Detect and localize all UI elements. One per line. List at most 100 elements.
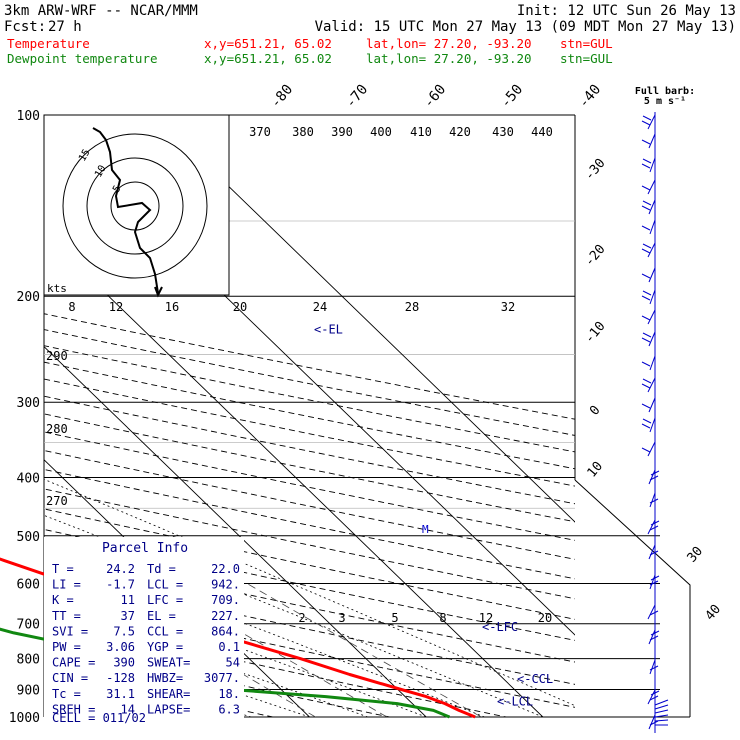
parcel-value-right-7: 3077. xyxy=(204,671,240,685)
isotherm-label-right-3: 0 xyxy=(587,403,604,419)
legend-temperature-latlon: lat,lon= 27.20, -93.20 xyxy=(366,36,532,51)
parcel-info-title: Parcel Info xyxy=(102,541,188,556)
legend-temperature-xy: x,y=651.21, 65.02 xyxy=(204,36,332,51)
wind-barb-17 xyxy=(649,492,659,508)
isotherm-50 xyxy=(154,115,575,523)
header: 3km ARW-WRF -- NCAR/MMM Init: 12 UTC Sun… xyxy=(4,3,736,35)
parcel-label-right-0: Td = xyxy=(147,562,176,576)
parcel-row-7: CIN = -128 HWBZ= 3077. xyxy=(52,671,240,685)
wind-barb-surface-4 xyxy=(654,719,669,722)
parcel-label-left-1: LI = xyxy=(52,578,81,592)
parcel-value-left-0: 24.2 xyxy=(106,562,135,576)
wind-barb-21 xyxy=(647,604,659,620)
parcel-label-left-8: Tc = xyxy=(52,687,81,701)
parcel-value-left-2: 11 xyxy=(121,593,135,607)
wind-barb-flag2-20 xyxy=(650,575,660,581)
model-title: 3km ARW-WRF -- NCAR/MMM xyxy=(4,3,198,19)
wind-barb-shaft-6 xyxy=(647,242,656,258)
wind-barb-flag2-0 xyxy=(642,115,652,121)
wind-barb-2 xyxy=(641,157,656,173)
wind-barb-flag-21 xyxy=(649,610,659,616)
wind-barb-shaft-21 xyxy=(647,604,656,620)
wind-barb-shaft-24 xyxy=(647,689,656,705)
parcel-label-left-7: CIN = xyxy=(52,671,88,685)
wind-barb-flag-19 xyxy=(649,550,659,556)
parcel-value-right-1: 942. xyxy=(211,578,240,592)
legend-dewpoint-stn: stn=GUL xyxy=(560,51,613,66)
parcel-value-left-5: 3.06 xyxy=(106,640,135,654)
mixing-ratio-top-label-0: 8 xyxy=(68,300,75,314)
wind-barb-flag2-10 xyxy=(642,332,652,338)
wind-barb-shaft-11 xyxy=(649,355,656,371)
parcel-row-0: T = 24.2 Td = 22.0 xyxy=(52,562,240,576)
isotherm-30 xyxy=(44,232,544,717)
mixed-layer-marker: M xyxy=(422,523,429,536)
dry-adiabat-350 xyxy=(44,508,575,620)
mixing-ratio-top-label-6: 32 xyxy=(501,300,515,314)
parcel-info-background xyxy=(44,537,244,725)
isotherm-label-right-1: -20 xyxy=(582,242,609,270)
wind-barb-flag-8 xyxy=(641,295,651,301)
parcel-label-right-2: LFC = xyxy=(147,593,183,607)
legend-dewpoint-name: Dewpoint temperature xyxy=(7,51,158,66)
wind-barb-shaft-4 xyxy=(648,199,656,215)
wind-barb-flag-14 xyxy=(641,423,651,429)
parcel-value-right-2: 709. xyxy=(211,593,240,607)
wind-barb-20 xyxy=(649,574,660,590)
wind-barb-surface-1 xyxy=(654,704,669,710)
parcel-info-panel: Parcel Info T = 24.2 Td = 22.0 LI = -1.7 LCL =… xyxy=(44,537,244,725)
hodograph-arrow xyxy=(154,286,163,298)
wind-barb-flag-2 xyxy=(641,163,651,169)
parcel-value-right-3: 227. xyxy=(211,609,240,623)
wind-barb-flag-25 xyxy=(649,720,659,726)
wind-barb-surface-3 xyxy=(654,714,669,718)
wind-barb-23 xyxy=(649,659,659,675)
wind-barb-flag-4 xyxy=(641,205,651,211)
wind-barb-shaft-23 xyxy=(649,659,656,675)
theta-label-1: 380 xyxy=(292,125,314,139)
wind-barb-9 xyxy=(641,309,656,325)
wind-barb-shaft-13 xyxy=(648,397,656,413)
legend-temperature: Temperature x,y=651.21, 65.02 lat,lon= 2… xyxy=(7,36,613,51)
parcel-row-5: PW = 3.06 YGP = 0.1 xyxy=(52,640,240,654)
isotherm-label-right-4: 10 xyxy=(585,459,607,481)
parcel-value-left-8: 31.1 xyxy=(106,687,135,701)
mixing-ratio-top-label-1: 12 xyxy=(109,300,123,314)
wind-barb-flag2-2 xyxy=(642,158,652,164)
parcel-label-left-4: SVI = xyxy=(52,624,88,638)
mixing-ratio-top-label-5: 28 xyxy=(405,300,419,314)
parcel-label-left-2: K = xyxy=(52,593,74,607)
wind-barb-flag2-24 xyxy=(650,690,660,696)
legend-dewpoint-latlon: lat,lon= 27.20, -93.20 xyxy=(366,51,532,66)
legend-temperature-stn: stn=GUL xyxy=(560,36,613,51)
parcel-value-left-9: 14 xyxy=(121,702,135,716)
hodograph-units: kts xyxy=(47,282,67,295)
theta-label-7: 440 xyxy=(531,125,553,139)
hodograph-ring-2 xyxy=(86,157,184,255)
wind-barb-shaft-18 xyxy=(647,519,656,535)
wind-barb-14 xyxy=(641,417,656,433)
mixing-ratio-low-label-2: 5 xyxy=(391,611,398,625)
right-frame-slant xyxy=(574,479,691,717)
parcel-label-left-9: SREH = xyxy=(52,702,95,716)
wind-barb-flag-13 xyxy=(641,403,651,409)
parcel-label-right-8: SHEAR= xyxy=(147,687,190,701)
wind-barb-shaft-0 xyxy=(647,114,656,130)
wind-barb-1 xyxy=(641,133,656,149)
hodograph-frame xyxy=(43,114,230,296)
wind-barb-16 xyxy=(648,469,660,485)
wind-barb-flag-11 xyxy=(641,361,651,367)
parcel-row-9: SREH = 14 LAPSE= 6.3 xyxy=(52,702,240,716)
dry-adiabat-label-1: 280 xyxy=(46,422,68,436)
parcel-label-right-6: SWEAT= xyxy=(147,656,190,670)
theta-label-3: 400 xyxy=(370,125,392,139)
parcel-row-8: Tc = 31.1 SHEAR= 18. xyxy=(52,687,240,701)
mixing-ratio-20 xyxy=(246,583,482,717)
y-tick-500: 500 xyxy=(17,530,40,545)
wind-barb-flag-0 xyxy=(641,120,651,126)
parcel-row-3: TT = 37 EL = 227. xyxy=(52,609,240,623)
wind-barb-4 xyxy=(641,199,656,215)
parcel-label-right-7: HWBZ= xyxy=(147,671,183,685)
